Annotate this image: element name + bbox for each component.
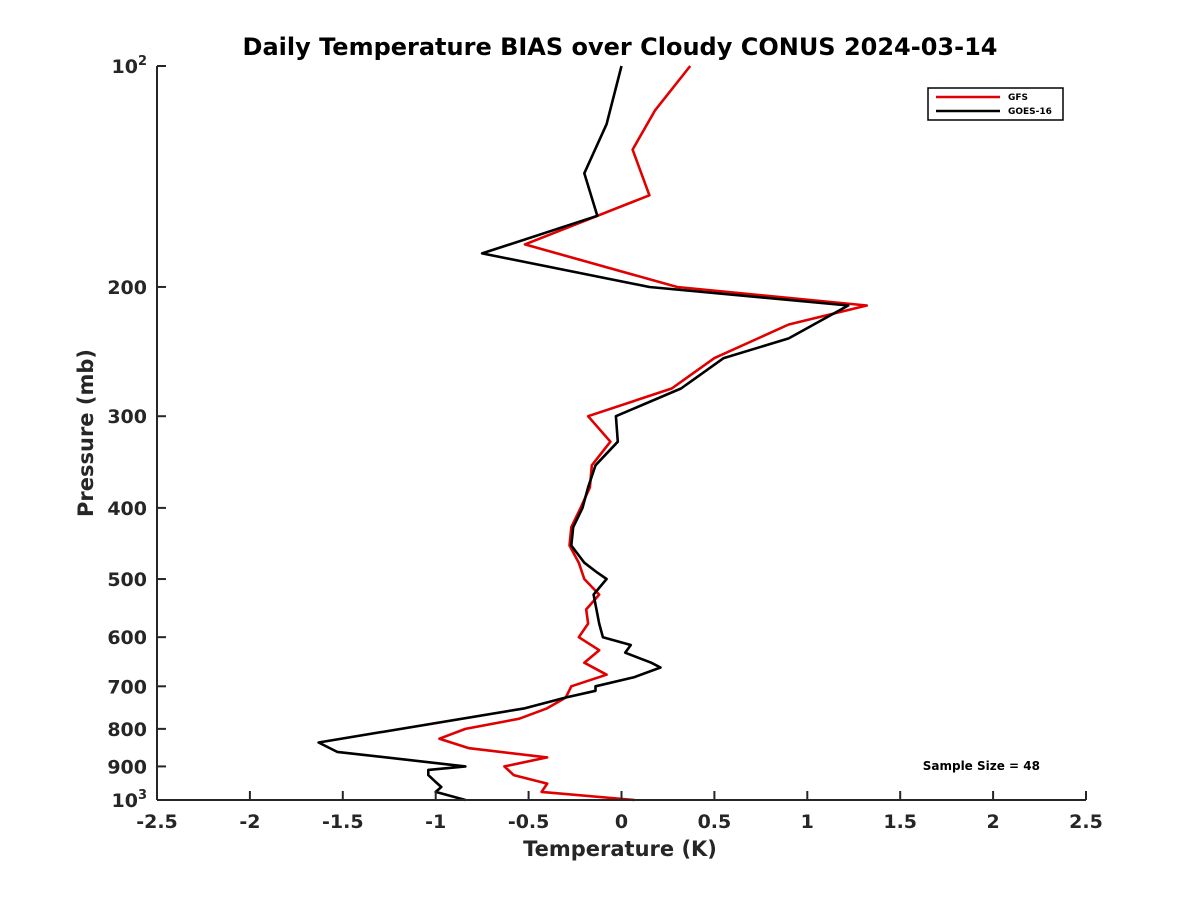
x-tick-label: -2.5: [136, 811, 178, 833]
x-tick-label: 1.5: [883, 811, 917, 833]
y-tick-label: 200: [107, 277, 147, 299]
legend: GFS GOES-16: [927, 87, 1064, 121]
chart-title: Daily Temperature BIAS over Cloudy CONUS…: [243, 33, 998, 61]
series-line-gfs: [438, 65, 869, 802]
y-tick-label: 600: [107, 627, 147, 649]
legend-box: [927, 87, 1064, 121]
legend-label: GFS: [1008, 93, 1028, 103]
x-tick-label: 2.5: [1069, 811, 1103, 833]
axes-layer: -2.5 -2 -1.5 -1 -0.5 0 0.5 1 1.5 2 2.5 102 200 300 400…: [107, 54, 1103, 833]
series-layer: [317, 65, 869, 802]
y-tick-label: 102: [112, 54, 148, 78]
x-tick-label: -1.5: [322, 811, 364, 833]
y-tick-label: 400: [107, 498, 147, 520]
x-tick-label: 0: [615, 811, 628, 833]
y-tick-label: 300: [107, 406, 147, 428]
y-axis-label: Pressure (mb): [74, 349, 98, 517]
x-tick-label: -2: [239, 811, 260, 833]
y-tick-label: 103: [112, 788, 148, 812]
y-tick-label: 700: [107, 676, 147, 698]
x-tick-label: 0.5: [698, 811, 732, 833]
x-axis-label: Temperature (K): [523, 837, 717, 861]
series-line-goes-16: [317, 65, 850, 802]
x-tick-label: -0.5: [508, 811, 550, 833]
legend-label: GOES-16: [1008, 107, 1052, 117]
x-tick-label: -1: [425, 811, 446, 833]
x-tick-label: 2: [986, 811, 999, 833]
x-tick-label: 1: [801, 811, 814, 833]
y-tick-label: 800: [107, 719, 147, 741]
sample-size-annotation: Sample Size = 48: [923, 759, 1040, 773]
y-tick-label: 500: [107, 569, 147, 591]
y-tick-label: 900: [107, 756, 147, 778]
